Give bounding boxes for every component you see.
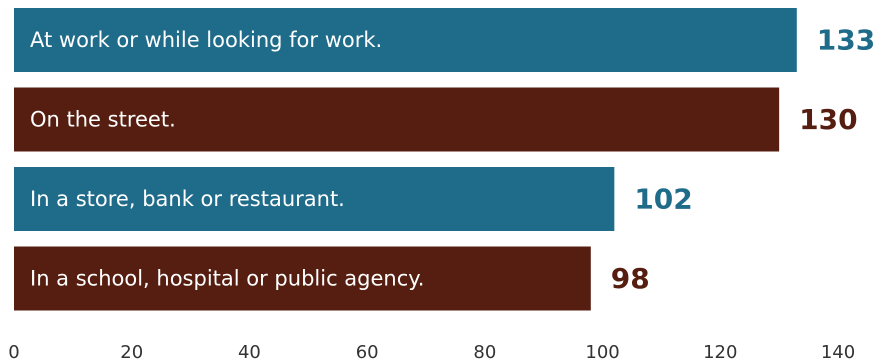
- x-tick-label: 60: [356, 342, 379, 360]
- x-tick-label: 80: [473, 342, 496, 360]
- x-tick-label: 120: [703, 342, 737, 360]
- x-axis: 0 20 40 60 80 100 120 140: [8, 342, 855, 360]
- bar-category-label: In a store, bank or restaurant.: [30, 187, 345, 211]
- bar-group: In a store, bank or restaurant. 102: [14, 167, 693, 231]
- bar-value-label: 133: [817, 24, 875, 57]
- bar-value-label: 102: [634, 183, 692, 216]
- bar-value-label: 130: [799, 103, 857, 136]
- bar-group: In a school, hospital or public agency. 9…: [14, 246, 650, 311]
- bar: [14, 8, 797, 72]
- x-tick-label: 40: [238, 342, 261, 360]
- x-tick-label: 20: [120, 342, 143, 360]
- bar: [14, 246, 591, 311]
- bar-group: On the street. 130: [14, 87, 858, 152]
- bars-layer: At work or while looking for work. 133 On …: [14, 8, 875, 311]
- bar-category-label: At work or while looking for work.: [30, 28, 382, 52]
- x-tick-label: 140: [821, 342, 855, 360]
- bar-category-label: In a school, hospital or public agency.: [30, 267, 424, 291]
- bar: [14, 87, 780, 152]
- bar-category-label: On the street.: [30, 108, 176, 132]
- x-tick-label: 100: [585, 342, 619, 360]
- bar: [14, 167, 615, 231]
- bar-value-label: 98: [611, 262, 650, 295]
- x-tick-label: 0: [8, 342, 19, 360]
- bar-group: At work or while looking for work. 133: [14, 8, 875, 72]
